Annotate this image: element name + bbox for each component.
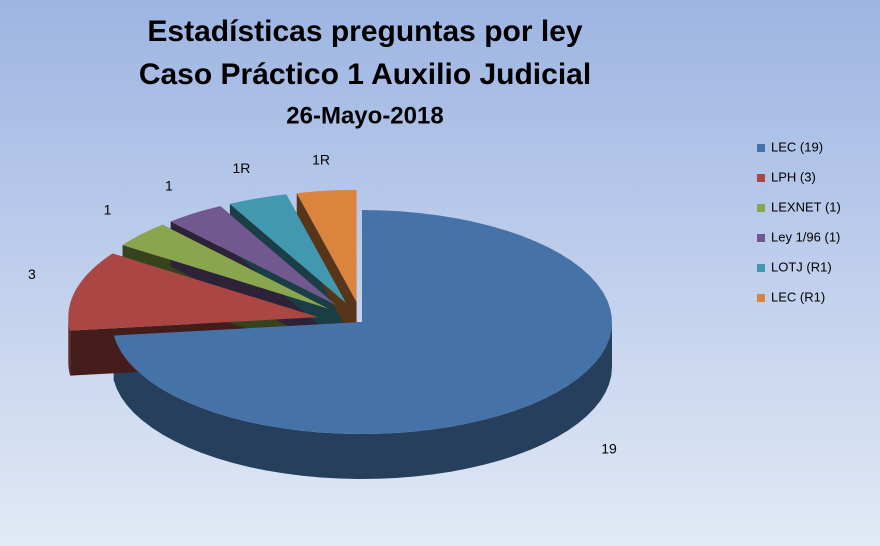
slice-wall xyxy=(113,322,612,479)
slice xyxy=(122,224,329,309)
legend-label: LPH (3) xyxy=(771,169,816,184)
legend-swatch xyxy=(757,264,765,272)
chart-date: 26-Mayo-2018 xyxy=(286,102,443,129)
slice xyxy=(229,194,347,304)
legend-swatch xyxy=(757,174,765,182)
slice xyxy=(68,253,319,331)
slice xyxy=(113,210,612,434)
data-label: 19 xyxy=(601,441,617,457)
legend-swatch xyxy=(757,294,765,302)
legend-label: LEC (19) xyxy=(771,139,823,154)
legend-swatch xyxy=(757,204,765,212)
chart-title: Caso Práctico 1 Auxilio Judicial xyxy=(139,58,591,91)
legend-swatch xyxy=(757,144,765,152)
chart-title: Estadísticas preguntas por ley xyxy=(147,15,582,48)
slice xyxy=(170,206,337,306)
data-label: 1R xyxy=(232,160,250,176)
data-label: 1R xyxy=(312,151,330,167)
legend-label: LEXNET (1) xyxy=(771,199,841,214)
legend-label: LOTJ (R1) xyxy=(771,259,832,274)
legend-swatch xyxy=(757,234,765,242)
slice xyxy=(296,189,357,302)
data-label: 1 xyxy=(165,177,173,193)
legend-label: LEC (R1) xyxy=(771,289,825,304)
data-label: 3 xyxy=(28,266,36,282)
data-label: 1 xyxy=(104,202,112,218)
slice-wall xyxy=(68,317,71,376)
legend-label: Ley 1/96 (1) xyxy=(771,229,840,244)
